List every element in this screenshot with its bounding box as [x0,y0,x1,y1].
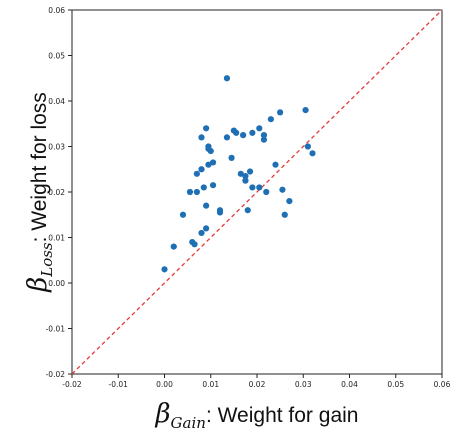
x-axis-ticks: -0.02 -0.01 0.00 0.01 0.02 0.03 0.04 0.05 0.06 [62,374,451,389]
data-point [205,145,212,152]
data-point [179,211,187,218]
data-point [242,177,249,184]
data-point [170,243,177,250]
y-axis-label-text: : Weight for loss [28,92,51,242]
data-point [263,188,270,196]
y-tick-label: 0.04 [48,97,65,106]
x-tick-label: 0.05 [387,380,404,389]
data-point [242,172,249,180]
x-tick-label: 0.00 [156,380,173,389]
data-point [272,161,279,168]
data-point [279,186,286,193]
data-point [223,75,231,82]
data-point [304,143,311,150]
data-point [161,266,168,273]
data-point [237,170,244,177]
y-tick-label: 0.01 [48,234,65,243]
x-tick-label: 0.03 [295,380,312,389]
y-tick-label: 0.00 [48,279,65,288]
x-axis-label-subscript: Gain [171,414,206,432]
y-tick-label: -0.02 [46,370,66,379]
data-point [233,129,240,136]
data-point [209,159,217,166]
y-axis-label: βLoss: Weight for loss [23,92,56,293]
data-point [198,229,205,237]
y-axis-label-symbol: β [23,277,53,293]
data-point [244,207,251,214]
y-tick-label: 0.03 [48,143,65,152]
data-point [200,184,207,191]
x-axis-label: βGain: Weight for gain [155,399,359,432]
x-tick-label: -0.02 [62,380,82,389]
x-tick-label: 0.06 [434,380,451,389]
y-tick-label: 0.06 [48,6,65,15]
x-tick-label: -0.01 [109,380,129,389]
data-point [203,225,210,232]
data-point [203,202,210,209]
data-point [302,107,309,114]
y-tick-label: 0.02 [48,188,65,197]
y-tick-label: 0.05 [48,52,65,61]
data-point [216,209,224,216]
x-tick-label: 0.02 [249,380,266,389]
x-tick-label: 0.01 [202,380,219,389]
data-point [193,188,200,196]
x-axis-label-symbol: β [155,399,171,429]
x-tick-label: 0.04 [341,380,358,389]
data-point [309,150,316,157]
data-point [198,134,205,141]
data-point [260,136,268,143]
data-point [267,116,274,123]
data-point [249,184,256,191]
data-point [209,182,217,189]
diagonal-reference-line [71,9,443,375]
data-point [203,125,210,132]
y-axis-label-subscript: Loss [38,242,56,278]
data-point [260,132,268,139]
data-point [256,125,263,132]
data-point [191,241,198,248]
data-point [228,154,235,161]
data-point [277,109,284,116]
data-point [223,134,231,141]
data-point [249,129,256,136]
y-axis-ticks: -0.02 -0.01 0.00 0.01 0.02 0.03 0.04 0.05 0.06 [46,6,72,379]
data-point [246,168,254,175]
data-point [193,170,200,177]
data-point [256,184,263,191]
y-tick-label: -0.01 [46,325,66,334]
data-point [186,188,194,196]
data-point [281,211,288,218]
x-axis-label-text: : Weight for gain [206,404,359,427]
data-point [198,166,205,173]
data-points [161,75,316,273]
data-point [286,198,293,205]
data-point [240,132,247,139]
data-point [205,161,212,168]
